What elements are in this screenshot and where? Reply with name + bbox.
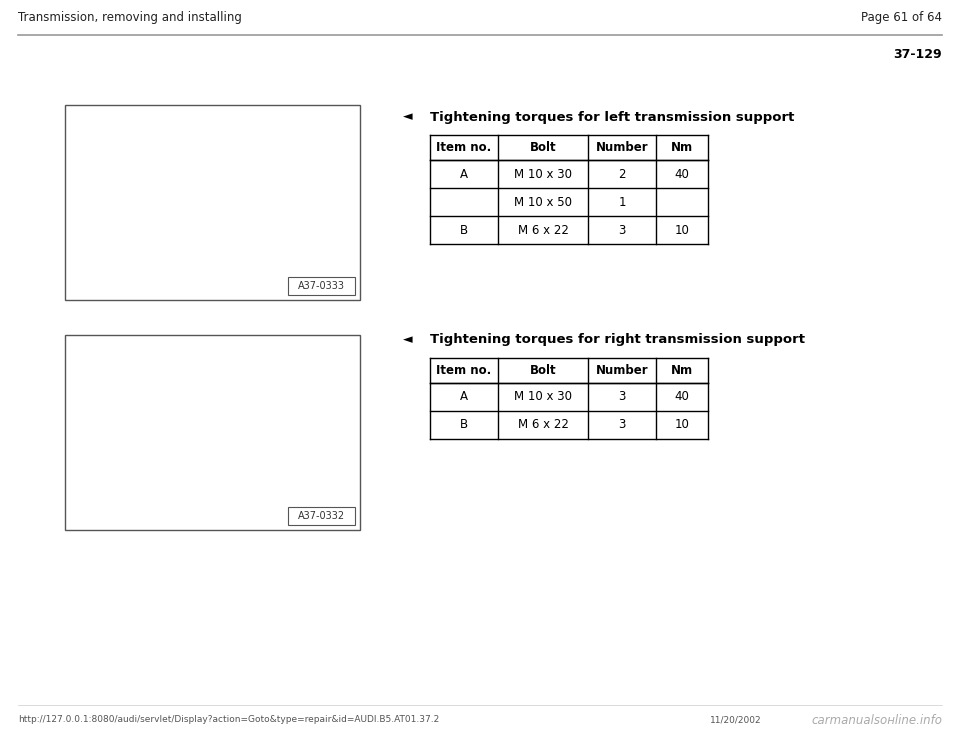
Text: 10: 10 [675, 223, 689, 237]
Text: Nm: Nm [671, 364, 693, 377]
Text: 37-129: 37-129 [894, 48, 942, 62]
FancyBboxPatch shape [288, 277, 355, 295]
FancyBboxPatch shape [288, 507, 355, 525]
Text: M 10 x 30: M 10 x 30 [514, 168, 572, 180]
Text: http://127.0.0.1:8080/audi/servlet/Display?action=Goto&type=repair&id=AUDI.B5.AT: http://127.0.0.1:8080/audi/servlet/Displ… [18, 715, 440, 724]
Text: carmanualsонline.info: carmanualsонline.info [811, 714, 942, 726]
Text: 40: 40 [675, 390, 689, 404]
Text: Transmission, removing and installing: Transmission, removing and installing [18, 11, 242, 24]
Text: Tightening torques for left transmission support: Tightening torques for left transmission… [430, 111, 794, 123]
Text: Bolt: Bolt [530, 141, 556, 154]
Text: A: A [460, 390, 468, 404]
Text: Item no.: Item no. [437, 141, 492, 154]
Bar [65, 105, 360, 300]
Text: B: B [460, 418, 468, 432]
Text: Bolt: Bolt [530, 364, 556, 377]
Text: M 6 x 22: M 6 x 22 [517, 223, 568, 237]
Text: Item no.: Item no. [437, 364, 492, 377]
Text: 2: 2 [618, 168, 626, 180]
Text: M 6 x 22: M 6 x 22 [517, 418, 568, 432]
Text: 3: 3 [618, 223, 626, 237]
Text: M 10 x 50: M 10 x 50 [514, 195, 572, 209]
Text: Page 61 of 64: Page 61 of 64 [861, 11, 942, 24]
Text: 3: 3 [618, 390, 626, 404]
Bar [430, 135, 708, 244]
Text: M 10 x 30: M 10 x 30 [514, 390, 572, 404]
Text: 40: 40 [675, 168, 689, 180]
Text: Number: Number [596, 141, 648, 154]
Bar [65, 335, 360, 530]
Text: 3: 3 [618, 418, 626, 432]
Text: ◄: ◄ [403, 111, 413, 123]
Text: A37-0333: A37-0333 [298, 281, 345, 291]
Text: B: B [460, 223, 468, 237]
Text: 1: 1 [618, 195, 626, 209]
Text: 11/20/2002: 11/20/2002 [710, 715, 761, 724]
Text: Tightening torques for right transmission support: Tightening torques for right transmissio… [430, 333, 805, 347]
Text: Number: Number [596, 364, 648, 377]
Bar [430, 358, 708, 439]
Text: A: A [460, 168, 468, 180]
Text: Nm: Nm [671, 141, 693, 154]
Text: 10: 10 [675, 418, 689, 432]
Text: A37-0332: A37-0332 [298, 511, 345, 521]
Text: ◄: ◄ [403, 333, 413, 347]
